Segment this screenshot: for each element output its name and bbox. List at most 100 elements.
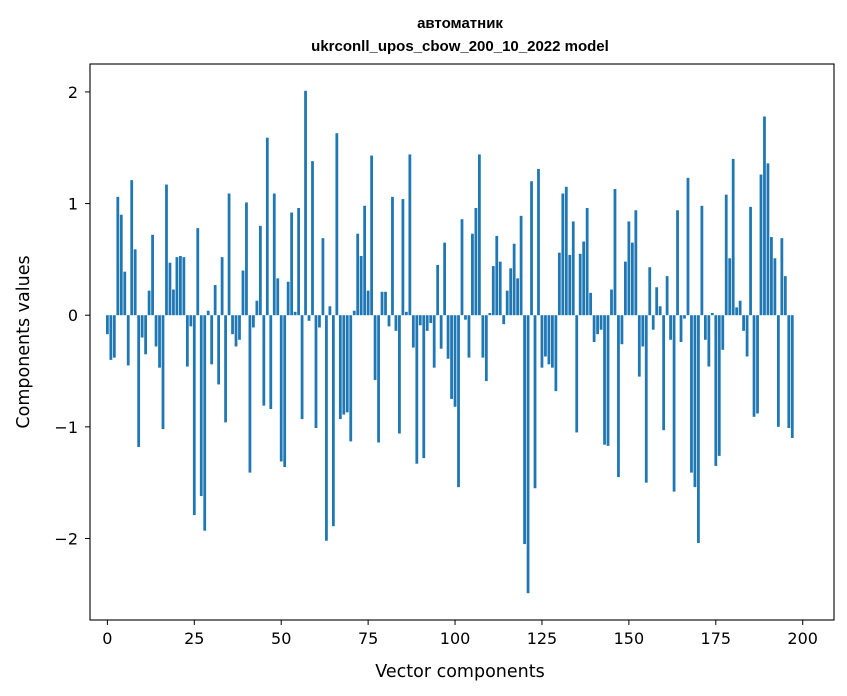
bar-16: [161, 315, 165, 430]
bar-90: [418, 315, 422, 326]
bar-37: [234, 315, 238, 347]
bar-190: [766, 163, 770, 316]
bar-189: [763, 116, 766, 316]
bar-12: [147, 290, 151, 316]
bar-160: [662, 315, 666, 431]
bar-21: [179, 256, 182, 316]
bar-48: [272, 193, 276, 316]
bar-95: [436, 264, 440, 316]
bar-98: [446, 315, 450, 359]
bar-70: [349, 315, 353, 442]
bar-60: [314, 315, 318, 428]
bar-149: [624, 261, 627, 316]
bar-185: [749, 206, 752, 316]
bar-181: [735, 307, 739, 316]
bar-119: [519, 215, 523, 316]
bar-184: [745, 315, 749, 357]
bar-59: [311, 161, 314, 316]
bar-45: [262, 315, 266, 406]
bar-18: [168, 262, 172, 316]
bar-153: [637, 315, 641, 377]
bar-66: [335, 133, 339, 316]
bar-63: [325, 315, 328, 541]
bar-173: [707, 315, 711, 367]
bar-23: [185, 315, 189, 367]
chart-title: автоматник: [417, 15, 503, 32]
bar-41: [248, 315, 252, 473]
bar-22: [182, 257, 186, 316]
bar-11: [144, 315, 148, 355]
bar-182: [738, 300, 742, 316]
bar-3: [116, 196, 120, 316]
bar-64: [328, 306, 332, 316]
bar-87: [408, 154, 412, 316]
bar-46: [265, 137, 269, 316]
x-tick-label: 25: [184, 629, 204, 648]
bar-7: [130, 180, 134, 316]
bar-116: [509, 268, 513, 316]
bar-193: [776, 315, 780, 427]
bar-68: [342, 315, 346, 415]
bar-122: [530, 181, 533, 316]
y-tick-label: 2: [68, 83, 78, 102]
bar-126: [544, 315, 547, 357]
bar-104: [467, 315, 471, 358]
bar-152: [634, 210, 638, 316]
bar-150: [627, 221, 631, 316]
y-tick-label: −1: [54, 418, 78, 437]
bar-99: [450, 315, 453, 399]
bar-85: [401, 199, 405, 316]
bar-177: [721, 315, 725, 350]
bar-151: [630, 242, 634, 316]
bar-130: [557, 252, 561, 316]
bar-94: [432, 315, 436, 368]
bar-191: [770, 237, 773, 316]
y-tick-label: −2: [54, 529, 78, 548]
x-axis-label: Vector components: [375, 662, 544, 682]
bar-143: [603, 315, 606, 445]
bar-71: [352, 310, 356, 316]
bar-171: [700, 205, 704, 316]
x-tick-label: 150: [614, 629, 645, 648]
bar-154: [641, 315, 645, 347]
y-axis-ticks: −2 −1 0 1 2: [54, 83, 90, 548]
bar-34: [224, 315, 227, 423]
bar-131: [561, 193, 565, 316]
y-tick-label: 0: [68, 306, 78, 325]
bar-113: [498, 261, 502, 316]
bar-165: [679, 315, 683, 342]
bar-40: [245, 202, 248, 316]
bar-105: [471, 233, 474, 316]
bar-44: [258, 225, 262, 316]
bar-120: [523, 315, 526, 545]
y-axis-label: Components values: [14, 255, 34, 428]
bar-83: [394, 315, 398, 331]
bar-146: [613, 189, 617, 316]
bar-169: [693, 315, 697, 488]
bar-33: [220, 257, 224, 316]
bar-175: [714, 315, 718, 466]
bar-25: [192, 315, 196, 516]
bar-137: [582, 241, 586, 316]
bar-89: [415, 315, 419, 464]
x-tick-label: 175: [701, 629, 732, 648]
y-tick-label: 1: [68, 195, 78, 214]
bar-107: [477, 154, 481, 316]
bar-183: [742, 315, 745, 331]
chart-subtitle: ukrconll_upos_cbow_200_10_2022 model: [311, 38, 609, 55]
bar-15: [158, 315, 161, 368]
bar-51: [283, 315, 287, 468]
x-tick-label: 200: [787, 629, 818, 648]
bar-38: [238, 315, 241, 340]
bar-178: [724, 194, 728, 316]
bar-74: [363, 205, 367, 316]
bar-195: [783, 276, 787, 316]
bar-159: [658, 306, 662, 316]
bar-124: [537, 168, 540, 316]
bar-2: [112, 315, 116, 358]
bar-176: [717, 315, 721, 456]
bar-77: [373, 315, 377, 380]
bar-67: [338, 315, 342, 420]
bar-72: [356, 233, 360, 316]
